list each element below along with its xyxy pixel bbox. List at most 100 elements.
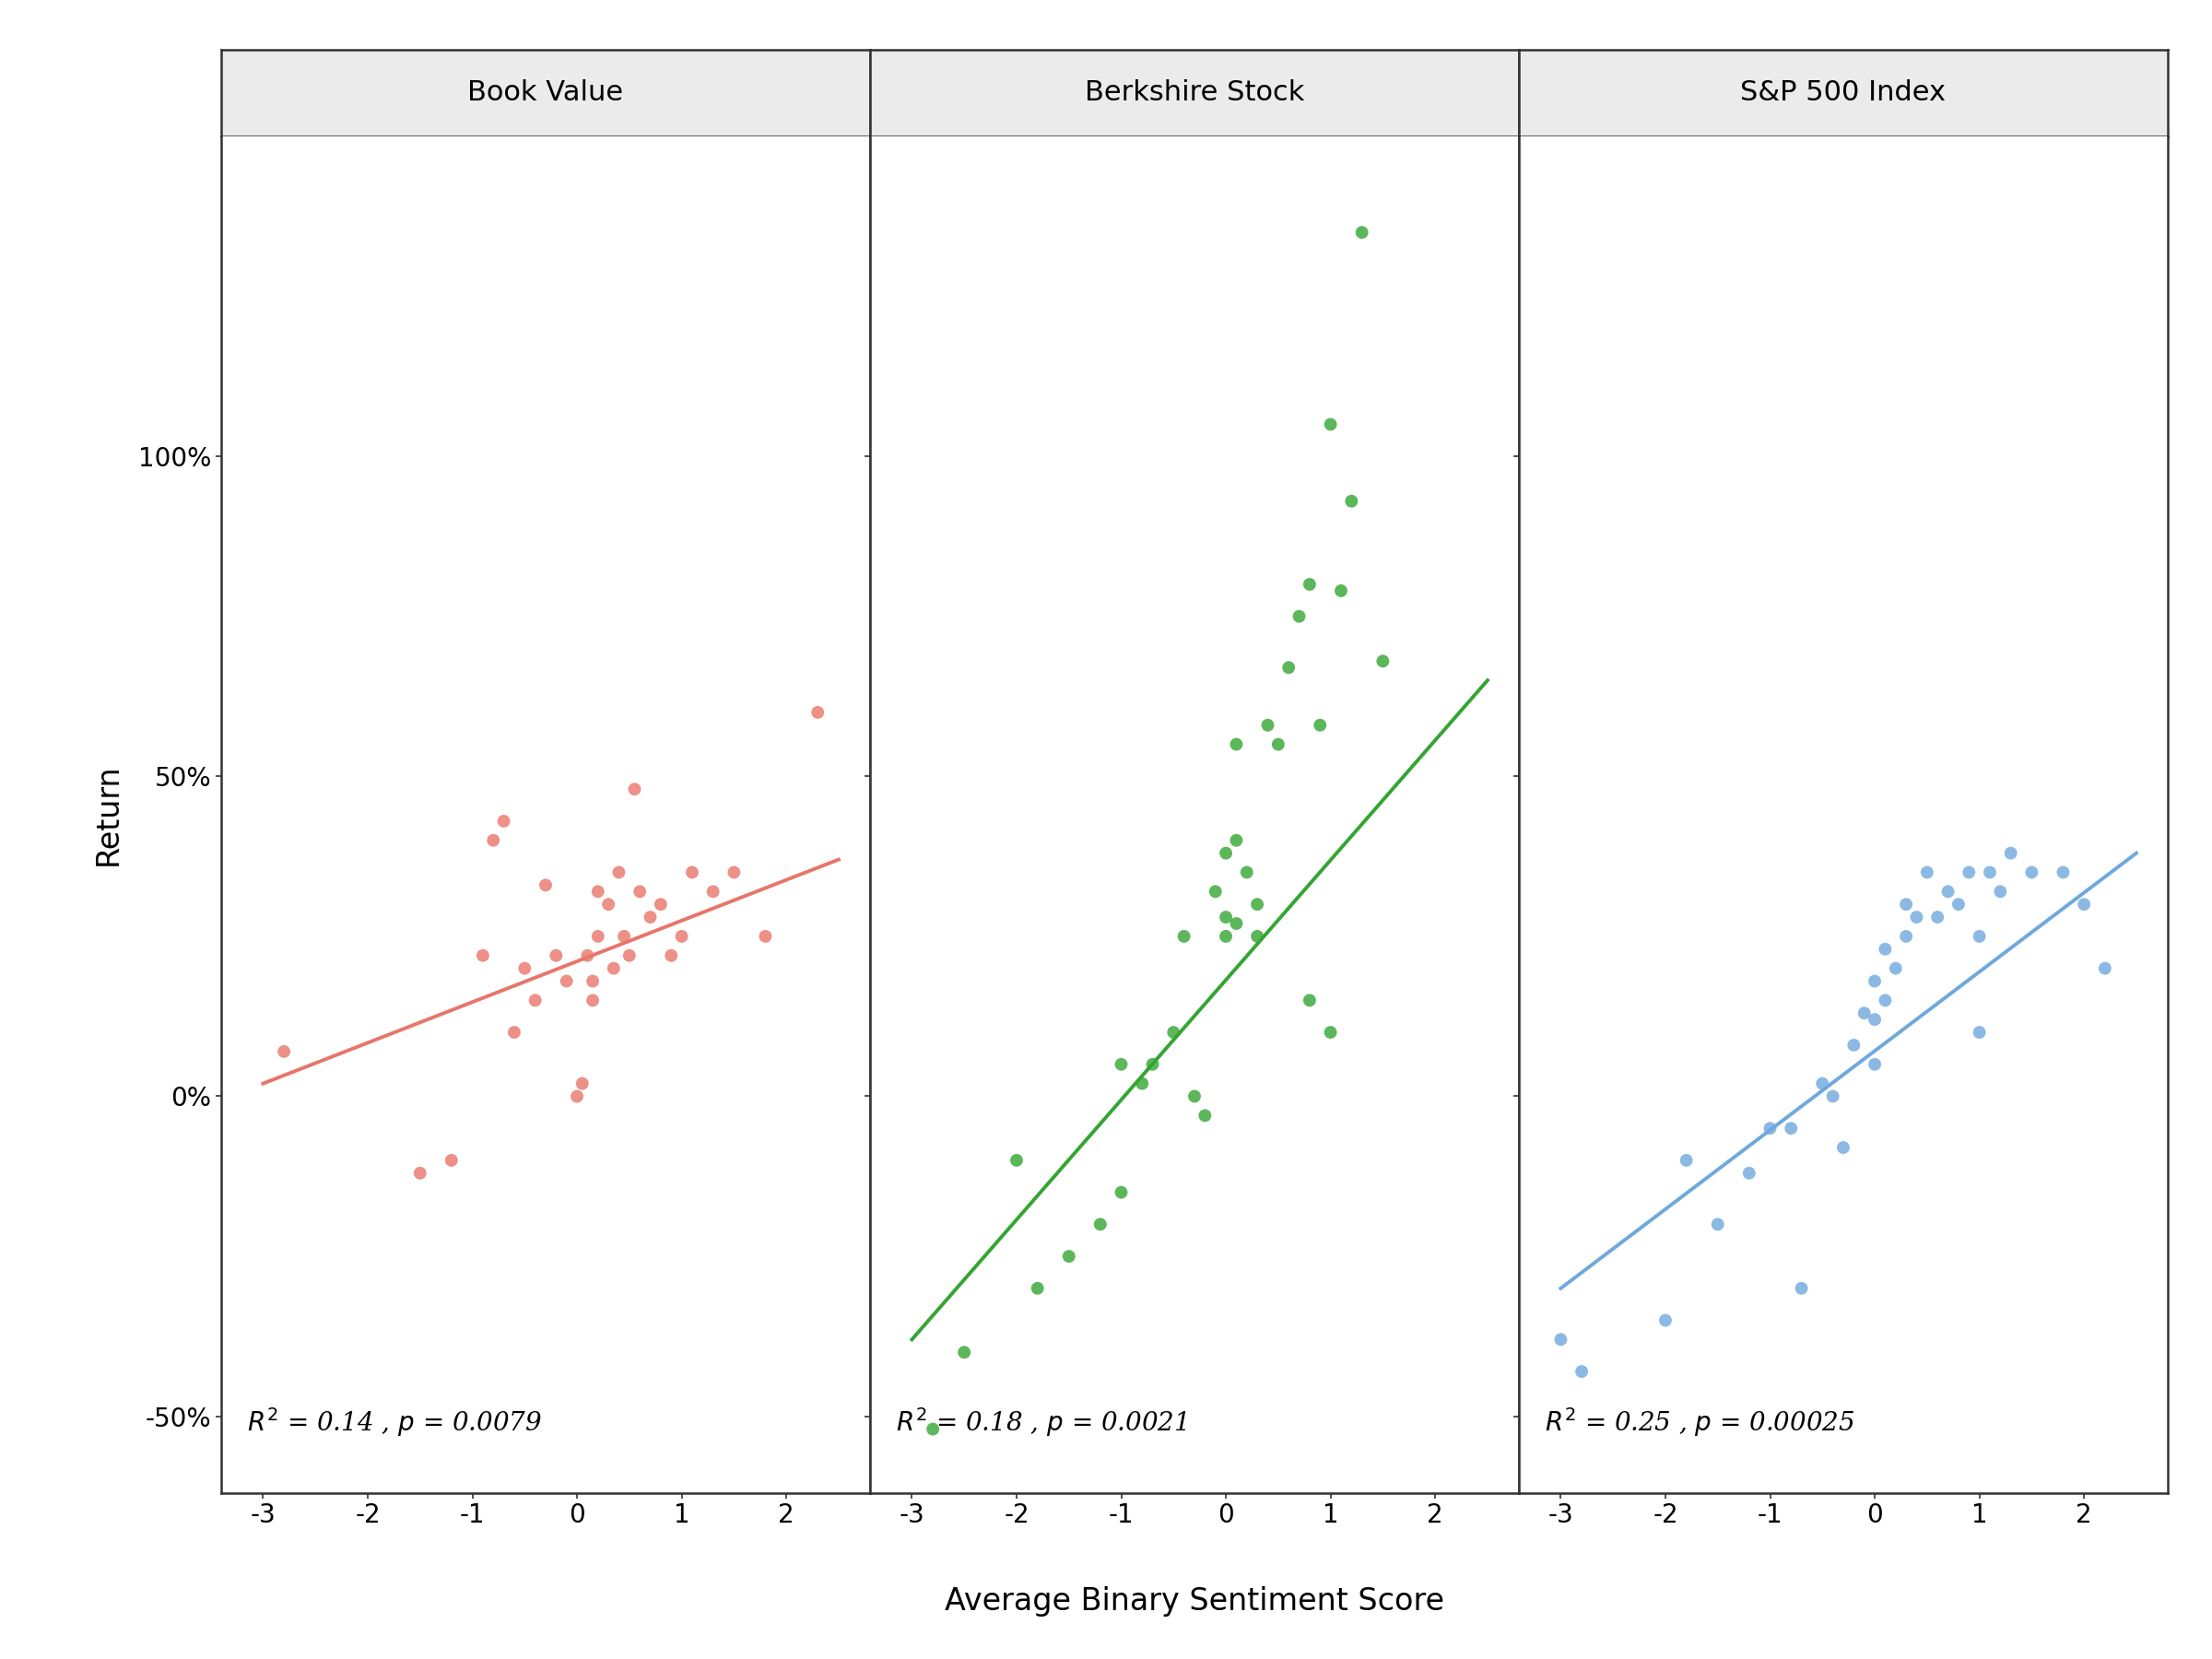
Point bbox=[1208, 922, 1243, 949]
Point bbox=[1020, 1276, 1055, 1302]
Point bbox=[695, 878, 730, 904]
Point bbox=[1564, 1359, 1599, 1385]
Point bbox=[1104, 1180, 1139, 1206]
Text: Book Value: Book Value bbox=[467, 80, 624, 106]
Point bbox=[617, 776, 653, 803]
Point bbox=[1334, 488, 1369, 514]
Point bbox=[1208, 839, 1243, 866]
Point bbox=[1858, 967, 1893, 994]
Point bbox=[1230, 859, 1265, 886]
Point bbox=[613, 942, 648, 969]
Point bbox=[529, 873, 564, 899]
Point bbox=[265, 1039, 301, 1065]
Point bbox=[1272, 654, 1307, 680]
Point bbox=[2088, 956, 2124, 982]
Point bbox=[476, 828, 511, 854]
Point bbox=[1668, 1146, 1703, 1173]
Point bbox=[1219, 911, 1254, 937]
Point bbox=[1774, 1115, 1809, 1141]
Point bbox=[1250, 712, 1285, 738]
Point bbox=[748, 922, 783, 949]
Point bbox=[1783, 1276, 1818, 1302]
Point bbox=[1345, 219, 1380, 246]
Point bbox=[1648, 1307, 1683, 1334]
Point bbox=[1867, 987, 1902, 1014]
Point bbox=[602, 859, 637, 886]
Point bbox=[595, 956, 630, 982]
Point bbox=[538, 942, 573, 969]
Text: $R^2$ = 0.14 , $p$ = 0.0079: $R^2$ = 0.14 , $p$ = 0.0079 bbox=[248, 1405, 542, 1438]
Point bbox=[664, 922, 699, 949]
Point bbox=[1805, 1070, 1840, 1097]
Point bbox=[560, 1083, 595, 1110]
Point bbox=[1281, 604, 1316, 630]
Point bbox=[507, 956, 542, 982]
Point bbox=[487, 808, 522, 834]
Point bbox=[1858, 1007, 1893, 1034]
Point bbox=[495, 1019, 531, 1045]
Point bbox=[591, 891, 626, 917]
Point bbox=[947, 1339, 982, 1365]
Point bbox=[518, 987, 553, 1014]
Point bbox=[1197, 878, 1232, 904]
Point bbox=[580, 922, 615, 949]
Point bbox=[1973, 859, 2008, 886]
Point bbox=[1365, 649, 1400, 675]
Point bbox=[633, 904, 668, 931]
Point bbox=[1261, 732, 1296, 758]
Point bbox=[1219, 828, 1254, 854]
Point bbox=[1157, 1019, 1192, 1045]
Point bbox=[916, 1415, 951, 1442]
Point bbox=[1219, 732, 1254, 758]
Point bbox=[1303, 712, 1338, 738]
Point bbox=[1931, 878, 1966, 904]
Point bbox=[1208, 904, 1243, 931]
Point bbox=[1951, 859, 1986, 886]
Point bbox=[1982, 878, 2017, 904]
Point bbox=[1701, 1211, 1736, 1238]
Point bbox=[2066, 891, 2101, 917]
Point bbox=[1920, 904, 1955, 931]
Point bbox=[1239, 891, 1274, 917]
Point bbox=[1847, 1000, 1882, 1027]
Point bbox=[1940, 891, 1975, 917]
Point bbox=[1000, 1146, 1035, 1173]
Point bbox=[1962, 922, 1997, 949]
Text: Average Binary Sentiment Score: Average Binary Sentiment Score bbox=[945, 1586, 1444, 1616]
Point bbox=[465, 942, 500, 969]
Point bbox=[1836, 1032, 1871, 1058]
Point bbox=[1858, 1052, 1893, 1078]
Point bbox=[1962, 1019, 1997, 1045]
Point bbox=[2013, 859, 2048, 886]
Point bbox=[1889, 922, 1924, 949]
Point bbox=[1889, 891, 1924, 917]
Point bbox=[571, 942, 606, 969]
Point bbox=[1323, 577, 1358, 604]
Point bbox=[434, 1146, 469, 1173]
Point bbox=[1909, 859, 1944, 886]
Point bbox=[1816, 1083, 1851, 1110]
Text: S&P 500 Index: S&P 500 Index bbox=[1741, 80, 1947, 106]
Point bbox=[1878, 956, 1913, 982]
Point bbox=[575, 987, 611, 1014]
Point bbox=[1239, 922, 1274, 949]
Point bbox=[1314, 411, 1349, 438]
Text: $R^2$ = 0.25 , $p$ = 0.00025: $R^2$ = 0.25 , $p$ = 0.00025 bbox=[1544, 1405, 1856, 1438]
Text: Berkshire Stock: Berkshire Stock bbox=[1084, 80, 1305, 106]
Point bbox=[1051, 1243, 1086, 1269]
Point bbox=[1166, 922, 1201, 949]
Point bbox=[1314, 1019, 1349, 1045]
Point bbox=[653, 942, 688, 969]
Point bbox=[1898, 904, 1933, 931]
Point bbox=[1732, 1160, 1767, 1186]
Point bbox=[622, 878, 657, 904]
Point bbox=[1993, 839, 2028, 866]
Point bbox=[403, 1160, 438, 1186]
Point bbox=[564, 1070, 599, 1097]
Point bbox=[1752, 1115, 1787, 1141]
Point bbox=[606, 922, 641, 949]
Point bbox=[1188, 1102, 1223, 1128]
Point bbox=[1292, 571, 1327, 597]
Point bbox=[580, 878, 615, 904]
Point bbox=[2046, 859, 2081, 886]
